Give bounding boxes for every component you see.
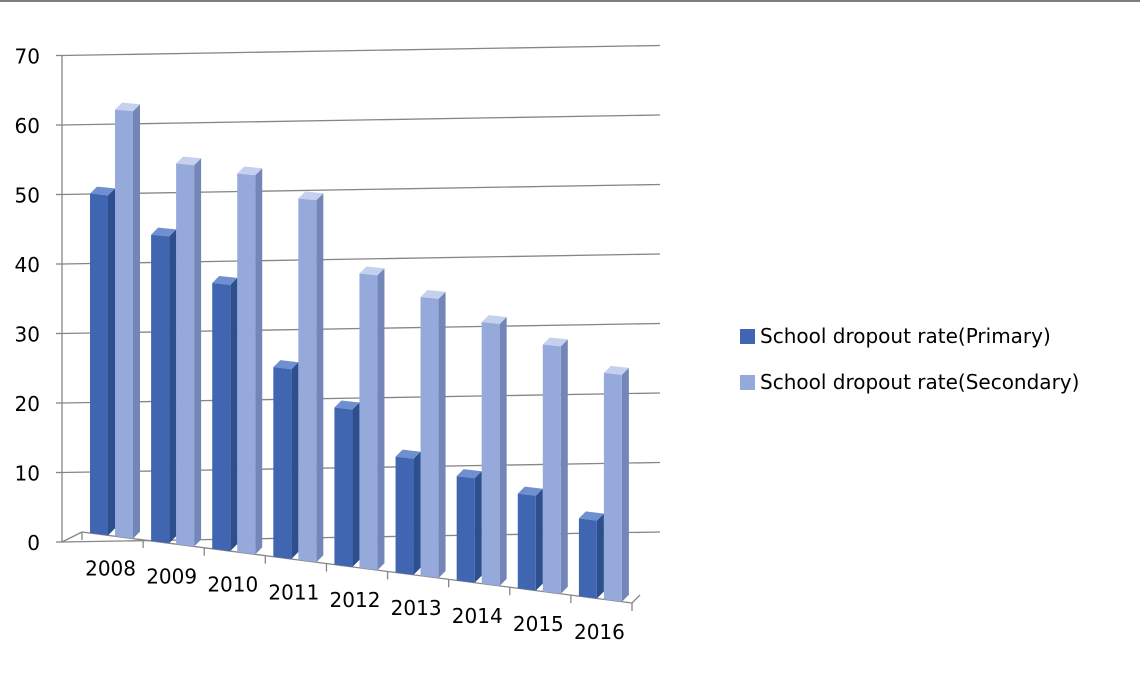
y-tick-label: 30	[15, 323, 40, 347]
bar-secondary-2014-top	[481, 315, 507, 324]
x-tick-label: 2016	[574, 620, 625, 644]
bar-secondary-2013	[420, 296, 439, 579]
y-tick-label: 60	[15, 114, 40, 138]
x-tick-label: 2008	[85, 557, 136, 581]
bar-secondary-2012-top	[359, 266, 385, 276]
bar-primary-2016	[578, 518, 597, 599]
bar-primary-2012-side	[352, 402, 360, 567]
bar-secondary-2013-side	[438, 291, 446, 579]
bar-secondary-2011-top	[298, 191, 324, 201]
bar-secondary-2008-side	[133, 104, 140, 539]
bar-primary-2015	[517, 493, 536, 591]
bar-secondary-2014	[481, 322, 500, 586]
y-tick-label: 0	[27, 531, 40, 555]
bar-primary-2008	[90, 193, 108, 536]
bar-primary-2013-side	[413, 451, 421, 575]
legend: School dropout rate(Primary) School drop…	[740, 313, 1079, 405]
bar-secondary-2016-top	[603, 365, 629, 375]
bar-primary-2016-top	[578, 511, 604, 521]
top-border	[0, 0, 1140, 2]
bar-primary-2009-top	[151, 227, 177, 237]
bar-primary-2015-side	[535, 488, 543, 591]
legend-swatch-primary	[740, 328, 755, 344]
x-tick-label: 2011	[268, 580, 319, 604]
x-tick-label: 2014	[452, 604, 503, 628]
bar-secondary-2016-side	[621, 367, 629, 602]
bar-secondary-2011-side	[316, 193, 324, 563]
bar-secondary-2008-top	[115, 102, 140, 112]
bar-secondary-2010-side	[255, 168, 263, 555]
y-tick-label: 50	[15, 184, 40, 208]
bar-primary-2014-top	[456, 469, 482, 479]
y-tick-label: 70	[15, 45, 40, 69]
bar-primary-2011-top	[273, 360, 299, 370]
bar-primary-2009	[151, 234, 170, 544]
bar-secondary-2015	[542, 344, 561, 594]
x-tick-label: 2010	[207, 572, 258, 596]
floor-edge-left	[61, 531, 83, 543]
bar-secondary-2012	[359, 273, 378, 571]
axis-layer	[56, 54, 641, 611]
bar-primary-2010-side	[230, 277, 238, 552]
bar-primary-2008-side	[108, 188, 115, 536]
bar-primary-2012-top	[334, 400, 360, 410]
legend-swatch-secondary	[740, 374, 755, 390]
bar-primary-2009-side	[169, 229, 177, 544]
legend-item-primary: School dropout rate(Primary)	[740, 313, 1079, 359]
bar-secondary-2016	[603, 372, 622, 602]
bar-primary-2014-side	[474, 471, 482, 583]
x-tick-label: 2015	[513, 612, 564, 636]
bar-primary-2016-side	[596, 513, 604, 599]
floor-edge-right	[631, 594, 641, 604]
bar-primary-2015-top	[517, 486, 543, 496]
bar-secondary-2008	[115, 109, 133, 539]
y-tick-label: 10	[15, 462, 40, 486]
bar-primary-2013-top	[395, 449, 421, 459]
gridline	[61, 44, 661, 57]
y-tick-label: 20	[15, 392, 40, 416]
y-tick-label: 40	[15, 253, 40, 277]
legend-label-secondary: School dropout rate(Secondary)	[760, 370, 1080, 394]
bar-secondary-2013-top	[420, 289, 446, 299]
bar-primary-2014	[456, 476, 475, 583]
legend-item-secondary: School dropout rate(Secondary)	[740, 359, 1079, 405]
bar-primary-2013	[395, 456, 414, 575]
bar-secondary-2009	[176, 163, 195, 547]
bar-secondary-2015-side	[560, 339, 568, 594]
bar-secondary-2014-side	[499, 316, 507, 586]
bar-secondary-2012-side	[377, 268, 385, 571]
bar-primary-2010-top	[212, 275, 238, 285]
bar-secondary-2015-top	[542, 337, 568, 347]
x-tick-label: 2013	[391, 596, 442, 620]
gridline	[61, 114, 661, 126]
gridline	[61, 183, 661, 196]
bar-secondary-2011	[298, 198, 317, 563]
label-layer: 0 10 20 30 40 50 60 70 2008 2009 2010 2011 2012 2013 2…	[15, 45, 625, 644]
bar-secondary-2010	[237, 173, 256, 555]
legend-label-primary: School dropout rate(Primary)	[760, 324, 1051, 348]
bar-primary-2011	[273, 367, 292, 560]
x-axis-line	[81, 531, 633, 604]
x-tick-label: 2012	[330, 588, 381, 612]
bar-primary-2010	[212, 282, 231, 552]
bar-secondary-2009-side	[194, 158, 202, 547]
bar-layer	[90, 102, 629, 602]
x-tick-label: 2009	[146, 565, 197, 589]
bar-secondary-2009-top	[176, 156, 202, 166]
bar-primary-2011-side	[291, 362, 299, 560]
bar-primary-2008-top	[90, 186, 115, 196]
bar-secondary-2010-top	[237, 166, 263, 176]
bar-primary-2012	[334, 407, 353, 567]
